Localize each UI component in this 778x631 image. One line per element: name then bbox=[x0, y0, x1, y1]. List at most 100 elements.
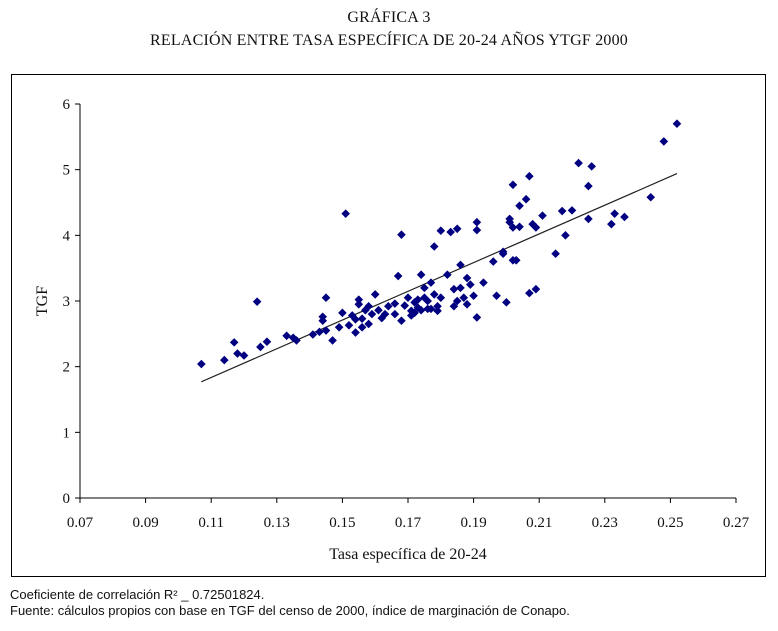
data-point bbox=[197, 359, 206, 369]
x-tick-label: 0.09 bbox=[132, 515, 158, 531]
data-point bbox=[351, 315, 360, 324]
data-point bbox=[338, 308, 347, 318]
data-point bbox=[357, 314, 367, 324]
data-point bbox=[367, 309, 377, 319]
data-point bbox=[321, 326, 331, 335]
data-point bbox=[610, 209, 619, 218]
data-point bbox=[433, 301, 442, 311]
data-point bbox=[364, 319, 373, 329]
data-point bbox=[380, 309, 390, 319]
data-point bbox=[672, 119, 682, 128]
chart-title-line2: RELACIÓN ENTRE TASA ESPECÍFICA DE 20-24 … bbox=[150, 32, 628, 49]
y-tick-label: 0 bbox=[63, 491, 71, 507]
chart-title-line1: GRÁFICA 3 bbox=[347, 9, 431, 26]
y-tick-label: 2 bbox=[63, 360, 71, 376]
data-point bbox=[456, 283, 465, 293]
data-point bbox=[498, 247, 508, 257]
data-point bbox=[256, 342, 265, 352]
data-points bbox=[197, 119, 682, 369]
data-point bbox=[525, 288, 534, 298]
data-point bbox=[452, 296, 462, 306]
data-point bbox=[413, 303, 423, 312]
data-point bbox=[410, 308, 419, 318]
data-point bbox=[462, 299, 472, 309]
data-point bbox=[574, 158, 583, 168]
x-tick-label: 0.25 bbox=[657, 515, 683, 531]
data-point bbox=[220, 355, 229, 365]
data-point bbox=[426, 278, 436, 287]
data-point bbox=[521, 194, 531, 204]
data-point bbox=[479, 278, 488, 287]
data-point bbox=[361, 305, 370, 315]
data-point bbox=[420, 293, 429, 303]
y-tick-label: 1 bbox=[63, 425, 71, 441]
x-tick-label: 0.23 bbox=[592, 515, 618, 531]
x-tick-label: 0.13 bbox=[264, 515, 290, 531]
data-point bbox=[528, 219, 537, 229]
data-point bbox=[436, 293, 446, 303]
data-point bbox=[364, 301, 373, 311]
trendline bbox=[201, 173, 678, 383]
data-point bbox=[436, 226, 446, 236]
data-point bbox=[446, 227, 455, 237]
data-point bbox=[420, 283, 429, 293]
data-point bbox=[384, 301, 393, 311]
data-point bbox=[321, 293, 331, 303]
data-point bbox=[328, 336, 337, 345]
data-point bbox=[508, 180, 518, 190]
x-tick-label: 0.27 bbox=[723, 515, 750, 531]
y-axis-title: TGF bbox=[34, 286, 51, 316]
data-point bbox=[357, 322, 367, 332]
x-tick-label: 0.17 bbox=[395, 515, 422, 531]
chart-frame bbox=[11, 74, 766, 577]
data-point bbox=[370, 290, 380, 299]
data-point bbox=[466, 280, 475, 289]
data-point bbox=[584, 214, 593, 224]
axis-labels: 0 1 2 3 4 5 6 0.07 0.09 0.11 0.13 0.15 0.17 0.19 0.21 0… bbox=[34, 97, 750, 563]
data-point bbox=[551, 249, 560, 259]
data-point bbox=[397, 316, 406, 325]
y-tick-label: 6 bbox=[63, 97, 71, 113]
data-point bbox=[233, 349, 242, 358]
data-point bbox=[456, 260, 465, 270]
data-point bbox=[229, 338, 239, 347]
data-point bbox=[347, 311, 357, 320]
data-point bbox=[354, 299, 364, 309]
data-point bbox=[315, 327, 324, 337]
data-point bbox=[488, 257, 498, 266]
data-point bbox=[354, 295, 364, 304]
data-point bbox=[567, 206, 577, 215]
data-point bbox=[472, 225, 482, 235]
x-tick-label: 0.15 bbox=[329, 515, 355, 531]
data-point bbox=[508, 223, 518, 232]
data-point bbox=[584, 181, 593, 191]
data-point bbox=[400, 301, 410, 310]
data-point bbox=[462, 273, 472, 283]
data-point bbox=[252, 297, 262, 306]
data-point bbox=[390, 299, 400, 308]
data-point bbox=[531, 223, 541, 232]
data-point bbox=[318, 316, 328, 325]
data-point bbox=[505, 217, 514, 227]
data-point bbox=[587, 162, 596, 171]
data-point bbox=[262, 337, 272, 347]
data-point bbox=[344, 320, 354, 330]
data-point bbox=[452, 224, 462, 234]
data-point bbox=[416, 270, 426, 280]
data-point bbox=[472, 217, 482, 227]
data-point bbox=[492, 291, 501, 301]
data-point bbox=[502, 298, 511, 307]
data-point bbox=[646, 192, 656, 202]
data-point bbox=[620, 212, 629, 222]
data-point bbox=[659, 137, 669, 146]
data-point bbox=[426, 304, 436, 314]
data-point bbox=[403, 293, 413, 303]
data-point bbox=[449, 284, 459, 294]
trendline-group bbox=[201, 173, 678, 383]
correlation-note: Coeficiente de correlación R² _ 0.725018… bbox=[10, 587, 265, 602]
y-tick-label: 4 bbox=[63, 228, 71, 244]
data-point bbox=[308, 330, 318, 339]
data-point bbox=[561, 231, 570, 240]
data-point bbox=[557, 206, 567, 216]
